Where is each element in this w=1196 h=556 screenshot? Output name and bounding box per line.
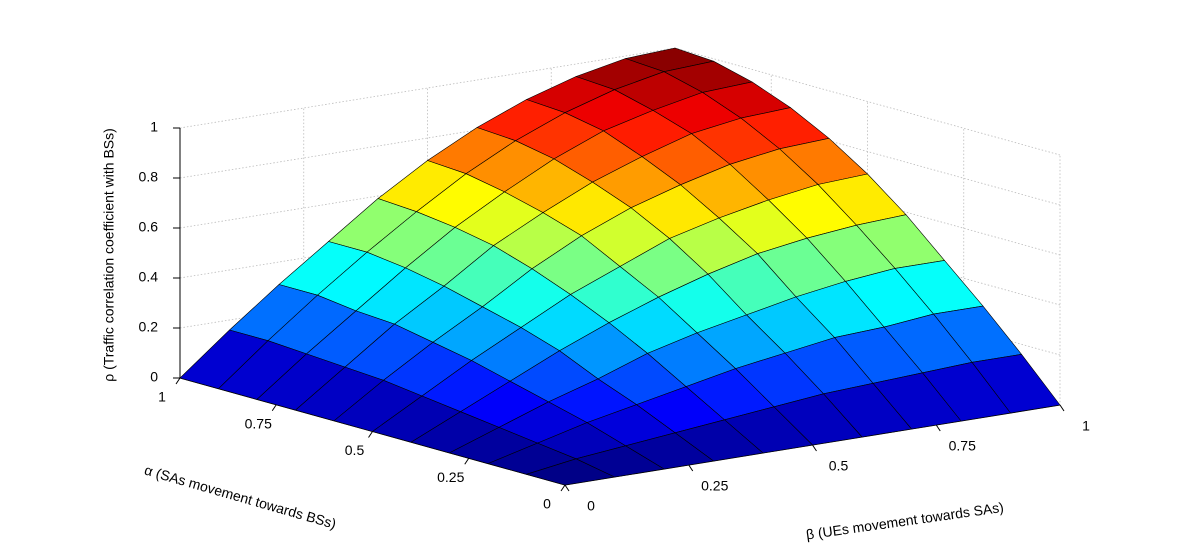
z-tick-label: 1 <box>150 119 158 135</box>
x-tick <box>812 444 817 452</box>
y-tick-label: 0.5 <box>345 442 365 458</box>
y-tick <box>175 377 181 385</box>
z-tick-label: 0.6 <box>139 219 159 235</box>
x-tick-label: 0.75 <box>949 438 976 454</box>
y-tick-label: 0 <box>543 496 551 512</box>
x-tick-label: 0.5 <box>829 458 849 474</box>
x-tick <box>688 464 694 472</box>
z-tick-label: 0 <box>150 369 158 385</box>
y-tick <box>560 484 566 492</box>
surface-patch <box>526 458 615 486</box>
z-tick-label: 0.8 <box>139 169 159 185</box>
y-tick-label: 0.75 <box>245 415 272 431</box>
x-tick <box>935 424 941 432</box>
y-tick <box>271 404 277 412</box>
y-tick-label: 0.25 <box>437 469 464 485</box>
x-tick <box>564 484 570 492</box>
x-tick-label: 0 <box>587 498 595 514</box>
y-tick <box>368 431 373 438</box>
x-tick-label: 0.25 <box>701 478 728 494</box>
x-tick <box>1059 404 1065 412</box>
z-tick-label: 0.4 <box>139 269 159 285</box>
z-axis-label: ρ (Traffic correlation coefficient with … <box>101 128 117 382</box>
y-tick <box>464 457 470 465</box>
x-tick-label: 1 <box>1082 418 1090 434</box>
y-axis-label: α (SAs movement towards BSs) <box>143 462 338 532</box>
x-axis-label: β (UEs movement towards SAs) <box>805 499 1005 543</box>
y-tick-label: 1 <box>158 389 166 405</box>
z-tick-label: 0.2 <box>139 319 159 335</box>
